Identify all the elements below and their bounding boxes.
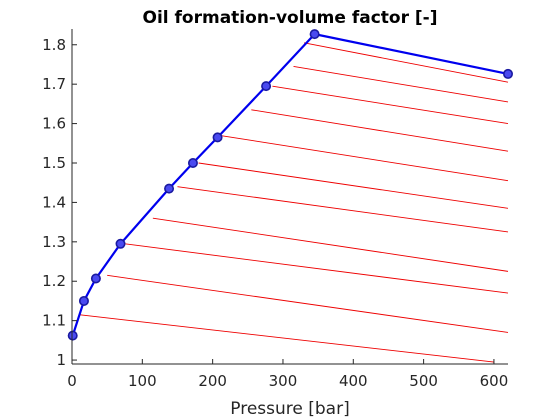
y-tick-label-3: 1.2: [42, 272, 66, 290]
x-tick-label-5: 400: [339, 372, 368, 390]
x-tick-label-7: 600: [480, 372, 509, 390]
data-point-7: [212, 132, 223, 143]
x-tick-label-2: 100: [128, 372, 157, 390]
undersaturated-line-6: [198, 162, 509, 209]
x-tick-label-4: 300: [269, 372, 298, 390]
data-point-5: [164, 183, 175, 194]
undersaturated-line-1: [78, 314, 494, 363]
chart-title: Oil formation-volume factor [-]: [143, 8, 438, 28]
undersaturated-line-10: [293, 65, 509, 103]
plot-area: [67, 29, 513, 363]
y-tick-label-8: 1.7: [42, 75, 66, 93]
data-point-6: [187, 158, 198, 169]
axes: 0 100 200 300 400 500 600 1 1.1 1.2 1.3 1.4 1.5 1.6 1.…: [42, 29, 508, 390]
x-tick-label-1: 0: [67, 372, 77, 390]
y-tick-label-7: 1.6: [42, 115, 66, 133]
undersaturated-line-7: [219, 134, 509, 182]
data-point-9: [309, 29, 320, 40]
main-series-line: [71, 33, 509, 336]
data-point-4: [115, 238, 126, 249]
y-tick-label-6: 1.5: [42, 154, 66, 172]
y-tick-label-2: 1.1: [42, 312, 66, 330]
data-point-2: [78, 295, 89, 306]
y-tick-label-9: 1.8: [42, 36, 66, 54]
y-tick-label-1: 1: [56, 351, 66, 369]
undersaturated-line-2: [107, 274, 509, 333]
data-point-1: [67, 330, 78, 341]
y-tick-label-4: 1.3: [42, 233, 66, 251]
y-tick-label-5: 1.4: [42, 193, 66, 211]
x-tick-label-6: 500: [409, 372, 438, 390]
undersaturated-line-8: [251, 109, 509, 152]
data-point-10: [502, 68, 513, 79]
x-tick-label-3: 200: [198, 372, 227, 390]
undersaturated-line-3: [124, 243, 509, 294]
undersaturated-line-9: [272, 85, 509, 125]
x-axis-label: Pressure [bar]: [230, 399, 349, 419]
undersaturated-line-5: [177, 186, 509, 233]
data-point-8: [261, 81, 272, 92]
undersaturated-line-11: [303, 42, 509, 83]
undersaturated-line-4: [152, 217, 509, 272]
data-point-3: [90, 273, 101, 284]
